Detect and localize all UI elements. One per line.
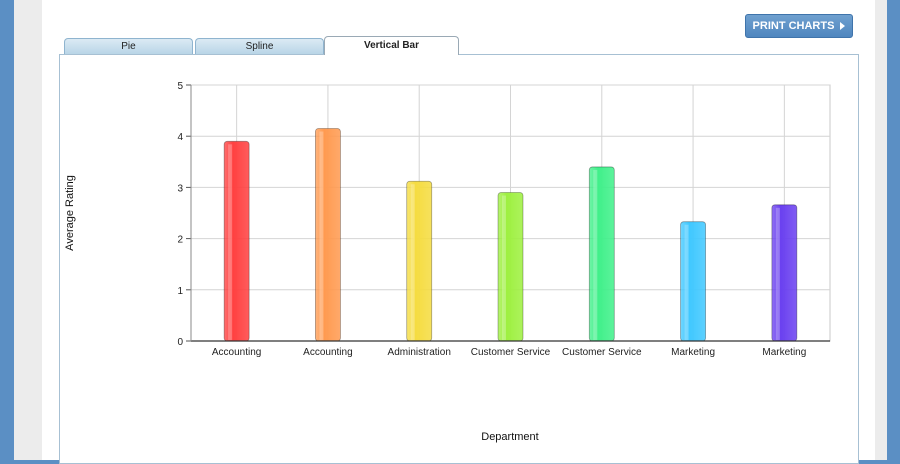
tab-spline[interactable]: Spline (195, 38, 324, 54)
y-axis-title: Average Rating (64, 175, 76, 251)
x-axis-title: Department (481, 431, 538, 443)
x-tick-label: Marketing (671, 347, 715, 358)
y-tick-label: 2 (177, 235, 183, 246)
y-tick-label: 1 (177, 286, 183, 297)
bar-0[interactable] (223, 140, 250, 342)
axis-layer: 0 1 2 3 4 5 Accounting Accounting Administration… (177, 81, 830, 358)
bar-5[interactable] (680, 221, 706, 342)
bar-highlight (228, 144, 233, 340)
bar-highlight (593, 169, 598, 340)
bar-3[interactable] (497, 192, 524, 342)
bar-6[interactable] (771, 204, 798, 342)
y-tick-label: 4 (177, 132, 183, 143)
tab-pie-label: Pie (121, 41, 136, 52)
bar-highlight (410, 184, 415, 340)
print-charts-button[interactable]: PRINT CHARTS (745, 14, 853, 38)
x-tick-label: Customer Service (562, 347, 642, 358)
x-tick-label: Accounting (212, 347, 261, 358)
bar-highlight (775, 207, 780, 340)
y-tick-label: 5 (177, 81, 183, 92)
tab-pie[interactable]: Pie (64, 38, 193, 54)
bar-2[interactable] (406, 180, 433, 342)
bar-1[interactable] (315, 128, 341, 342)
tab-vertical-bar-label: Vertical Bar (363, 40, 420, 51)
bar-layer (223, 128, 798, 342)
bar-highlight (684, 224, 689, 340)
tab-spline-label: Spline (245, 41, 274, 52)
y-tick-label: 0 (177, 337, 183, 348)
bar-highlight (502, 195, 506, 340)
print-charts-label: PRINT CHARTS (752, 20, 835, 32)
bar-highlight (319, 131, 324, 340)
y-tick-label: 3 (177, 183, 183, 194)
x-tick-label: Marketing (762, 347, 806, 358)
x-tick-label: Administration (388, 347, 451, 358)
x-tick-label: Customer Service (471, 347, 551, 358)
chevron-right-icon (840, 22, 846, 30)
x-tick-label: Accounting (303, 347, 352, 358)
bar-4[interactable] (588, 166, 615, 342)
tab-vertical-bar[interactable]: Vertical Bar (324, 36, 459, 55)
